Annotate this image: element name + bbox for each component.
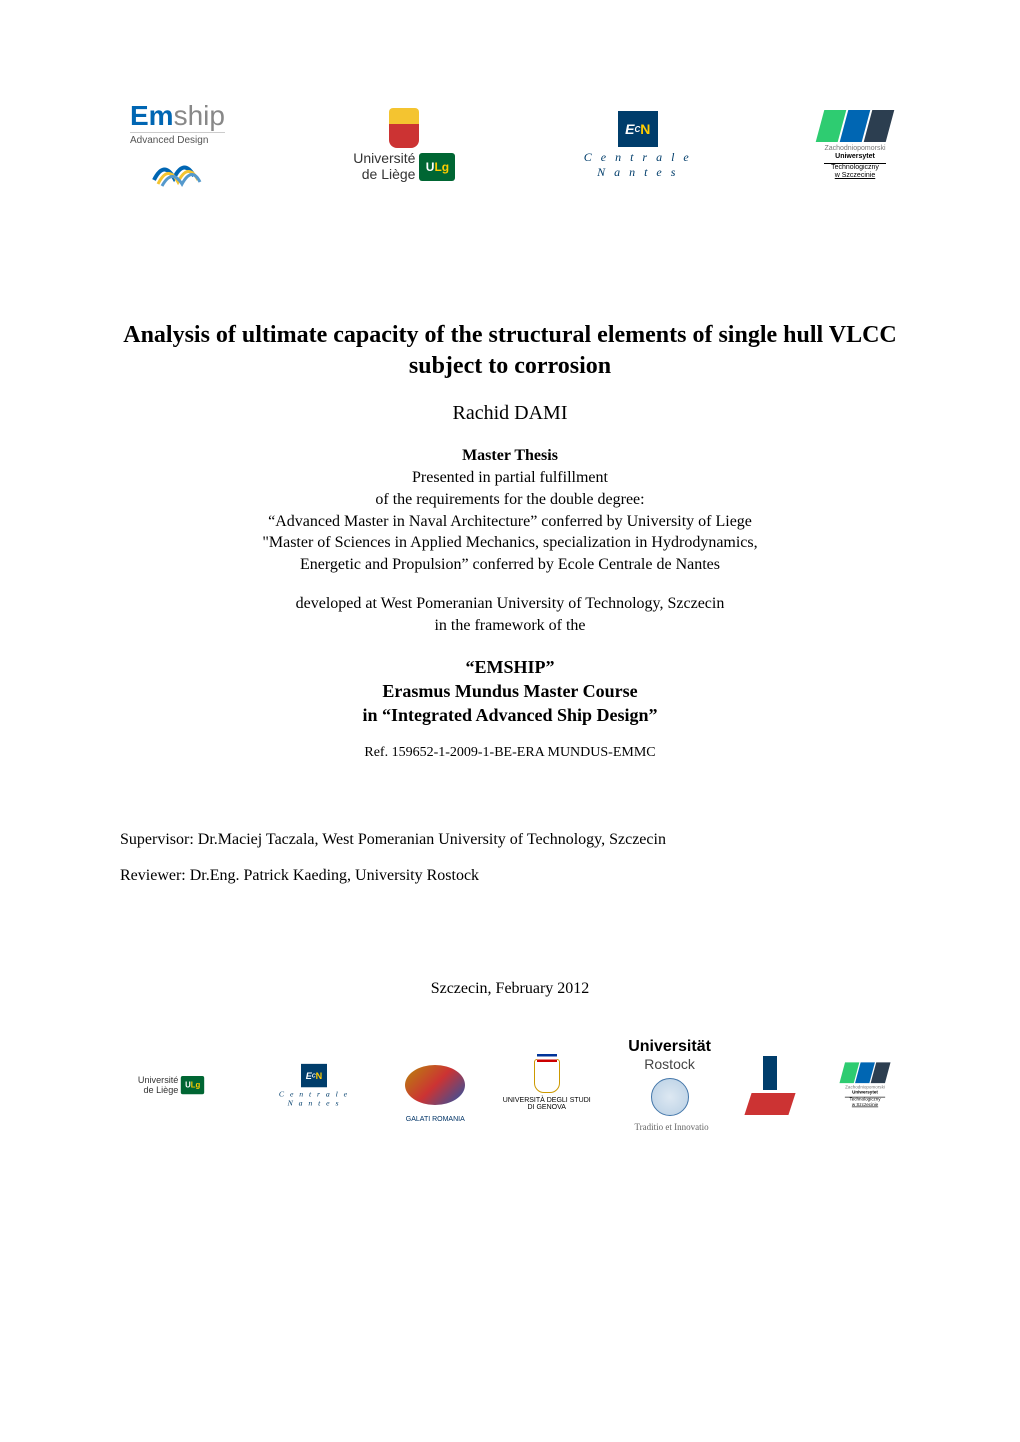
- liege-line2: de Liège: [362, 166, 416, 182]
- emship-logo-text: Emship Advanced Design: [130, 100, 225, 146]
- ecn-small-text: C e n t r a l e N a n t e s: [279, 1089, 349, 1108]
- liege-badge-lg: Lg: [434, 160, 449, 174]
- rostock-seal-icon: [651, 1078, 689, 1116]
- liege-line1: Université: [353, 150, 415, 166]
- ecn-text: C e n t r a l e N a n t e s: [584, 150, 692, 179]
- zut-line1: Zachodniopomorski: [824, 145, 885, 153]
- liege-logo-small: Université de Liège ULg: [120, 1070, 222, 1101]
- zut-line3: Technologiczny: [824, 164, 885, 172]
- rostock-motto: Traditio et Innovatio: [634, 1122, 708, 1132]
- bottom-logo-row: Université de Liège ULg ECN C e n t r a …: [120, 1038, 900, 1132]
- fulfillment-l4: "Master of Sciences in Applied Mechanics…: [262, 534, 757, 551]
- ecn-badge-n: N: [640, 121, 650, 137]
- wave-icon: [152, 150, 202, 190]
- program-l1: “EMSHIP”: [465, 657, 554, 677]
- zut-line2: Uniwersytet: [824, 153, 885, 163]
- liege-logo: Université de Liège ULg: [353, 108, 455, 182]
- program-l2: Erasmus Mundus Master Course: [382, 681, 637, 701]
- liege-small-text: Université de Liège ULg: [138, 1075, 204, 1095]
- emship-em: Em: [130, 100, 174, 131]
- zut-logo: Zachodniopomorski Uniwersytet Technologi…: [820, 110, 890, 181]
- liege-badge-icon: ULg: [419, 153, 455, 181]
- emship-logo: Emship Advanced Design: [130, 100, 225, 190]
- fulfillment-block: Presented in partial fulfillment of the …: [120, 467, 900, 575]
- genova-badge-icon: [534, 1059, 560, 1093]
- zut-text: Zachodniopomorski Uniwersytet Technologi…: [824, 145, 885, 181]
- fulfillment-l5: Energetic and Propulsion” conferred by E…: [300, 556, 720, 573]
- developed-l1: developed at West Pomeranian University …: [296, 595, 725, 612]
- ecn-badge-e: E: [625, 121, 634, 137]
- thesis-heading: Master Thesis: [120, 447, 900, 465]
- galati-icon: GALATI ROMANIA: [405, 1065, 465, 1105]
- developed-l2: in the framework of the: [434, 617, 585, 634]
- developed-block: developed at West Pomeranian University …: [120, 593, 900, 636]
- ecn-line2: N a n t e s: [597, 165, 678, 179]
- liege-small-badge-icon: ULg: [181, 1076, 204, 1094]
- rostock-text: Universität Rostock: [628, 1038, 711, 1072]
- liege-crest-icon: [389, 108, 419, 148]
- rostock-city: Rostock: [628, 1056, 711, 1072]
- rostock-logo: Universität Rostock Traditio et Innovati…: [628, 1038, 711, 1132]
- newcastle-logo: [748, 1056, 792, 1115]
- newcastle-shape-icon: [745, 1093, 796, 1115]
- zut-small-flags-icon: [842, 1062, 888, 1083]
- fulfillment-l1: Presented in partial fulfillment: [412, 469, 608, 486]
- zut-flags-icon: [820, 110, 890, 142]
- galati-logo: GALATI ROMANIA: [405, 1065, 465, 1105]
- liege-badge-u: U: [426, 160, 435, 174]
- emship-subtitle: Advanced Design: [130, 132, 225, 146]
- program-l3: in “Integrated Advanced Ship Design”: [362, 705, 657, 725]
- author-name: Rachid DAMI: [120, 402, 900, 425]
- program-block: “EMSHIP” Erasmus Mundus Master Course in…: [120, 655, 900, 728]
- newcastle-block-icon: [763, 1056, 777, 1090]
- liege-text: Université de Liège ULg: [353, 151, 455, 182]
- ecn-line1: C e n t r a l e: [584, 150, 692, 164]
- thesis-title: Analysis of ultimate capacity of the str…: [120, 320, 900, 382]
- top-logo-row: Emship Advanced Design Université de Liè…: [120, 100, 900, 190]
- galati-label: GALATI ROMANIA: [406, 1116, 465, 1123]
- genova-text: UNIVERSITÀ DEGLI STUDI DI GENOVA: [503, 1097, 591, 1112]
- emship-wordmark: Emship: [130, 100, 225, 132]
- zut-logo-small: Zachodniopomorski Uniwersytet Technologi…: [842, 1062, 888, 1108]
- ecn-logo: ECN C e n t r a l e N a n t e s: [584, 111, 692, 179]
- liege-small-label: Université de Liège: [138, 1075, 178, 1095]
- genova-flag-icon: [537, 1054, 557, 1062]
- location-date: Szczecin, February 2012: [120, 980, 900, 998]
- rostock-uni: Universität: [628, 1038, 711, 1056]
- fulfillment-l3: “Advanced Master in Naval Architecture” …: [268, 513, 752, 530]
- emship-ship: ship: [174, 100, 225, 131]
- ecn-badge-icon: ECN: [618, 111, 658, 147]
- zut-line4: w Szczecinie: [824, 172, 885, 180]
- liege-university-label: Université de Liège: [353, 151, 415, 182]
- ecn-logo-small: ECN C e n t r a l e N a n t e s: [279, 1063, 349, 1107]
- reviewer-line: Reviewer: Dr.Eng. Patrick Kaeding, Unive…: [120, 867, 900, 885]
- zut-small-text: Zachodniopomorski Uniwersytet Technologi…: [845, 1085, 885, 1108]
- supervisor-line: Supervisor: Dr.Maciej Taczala, West Pome…: [120, 831, 900, 849]
- ecn-small-badge-icon: ECN: [301, 1063, 327, 1086]
- reference-line: Ref. 159652-1-2009-1-BE-ERA MUNDUS-EMMC: [120, 745, 900, 761]
- fulfillment-l2: of the requirements for the double degre…: [375, 491, 644, 508]
- genova-logo: UNIVERSITÀ DEGLI STUDI DI GENOVA: [503, 1059, 591, 1112]
